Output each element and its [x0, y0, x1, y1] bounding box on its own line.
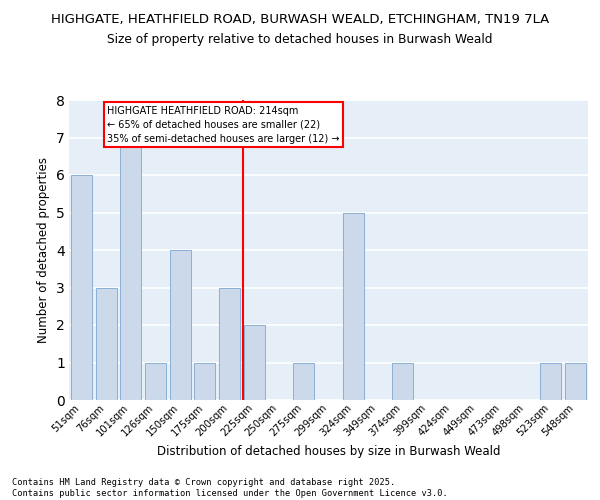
Bar	[219, 288, 240, 400]
Bar	[244, 325, 265, 400]
Bar	[145, 362, 166, 400]
Bar	[343, 212, 364, 400]
Bar	[95, 288, 116, 400]
Text: HIGHGATE HEATHFIELD ROAD: 214sqm
← 65% of detached houses are smaller (22)
35% o: HIGHGATE HEATHFIELD ROAD: 214sqm ← 65% o…	[107, 106, 340, 144]
Bar	[293, 362, 314, 400]
Bar	[565, 362, 586, 400]
Bar	[194, 362, 215, 400]
X-axis label: Distribution of detached houses by size in Burwash Weald: Distribution of detached houses by size …	[157, 446, 500, 458]
Bar	[170, 250, 191, 400]
Text: Size of property relative to detached houses in Burwash Weald: Size of property relative to detached ho…	[107, 32, 493, 46]
Text: HIGHGATE, HEATHFIELD ROAD, BURWASH WEALD, ETCHINGHAM, TN19 7LA: HIGHGATE, HEATHFIELD ROAD, BURWASH WEALD…	[51, 12, 549, 26]
Y-axis label: Number of detached properties: Number of detached properties	[37, 157, 50, 343]
Bar	[392, 362, 413, 400]
Bar	[120, 138, 141, 400]
Bar	[541, 362, 562, 400]
Text: Contains HM Land Registry data © Crown copyright and database right 2025.
Contai: Contains HM Land Registry data © Crown c…	[12, 478, 448, 498]
Bar	[71, 175, 92, 400]
